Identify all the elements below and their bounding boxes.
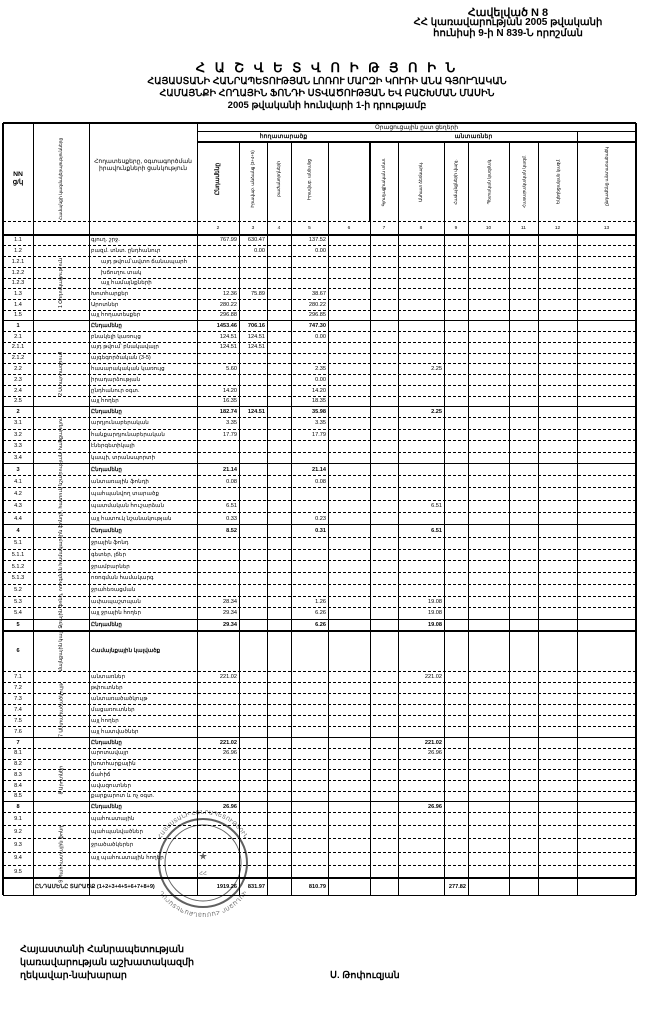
svg-text:ՀՀ: ՀՀ: [199, 870, 207, 877]
